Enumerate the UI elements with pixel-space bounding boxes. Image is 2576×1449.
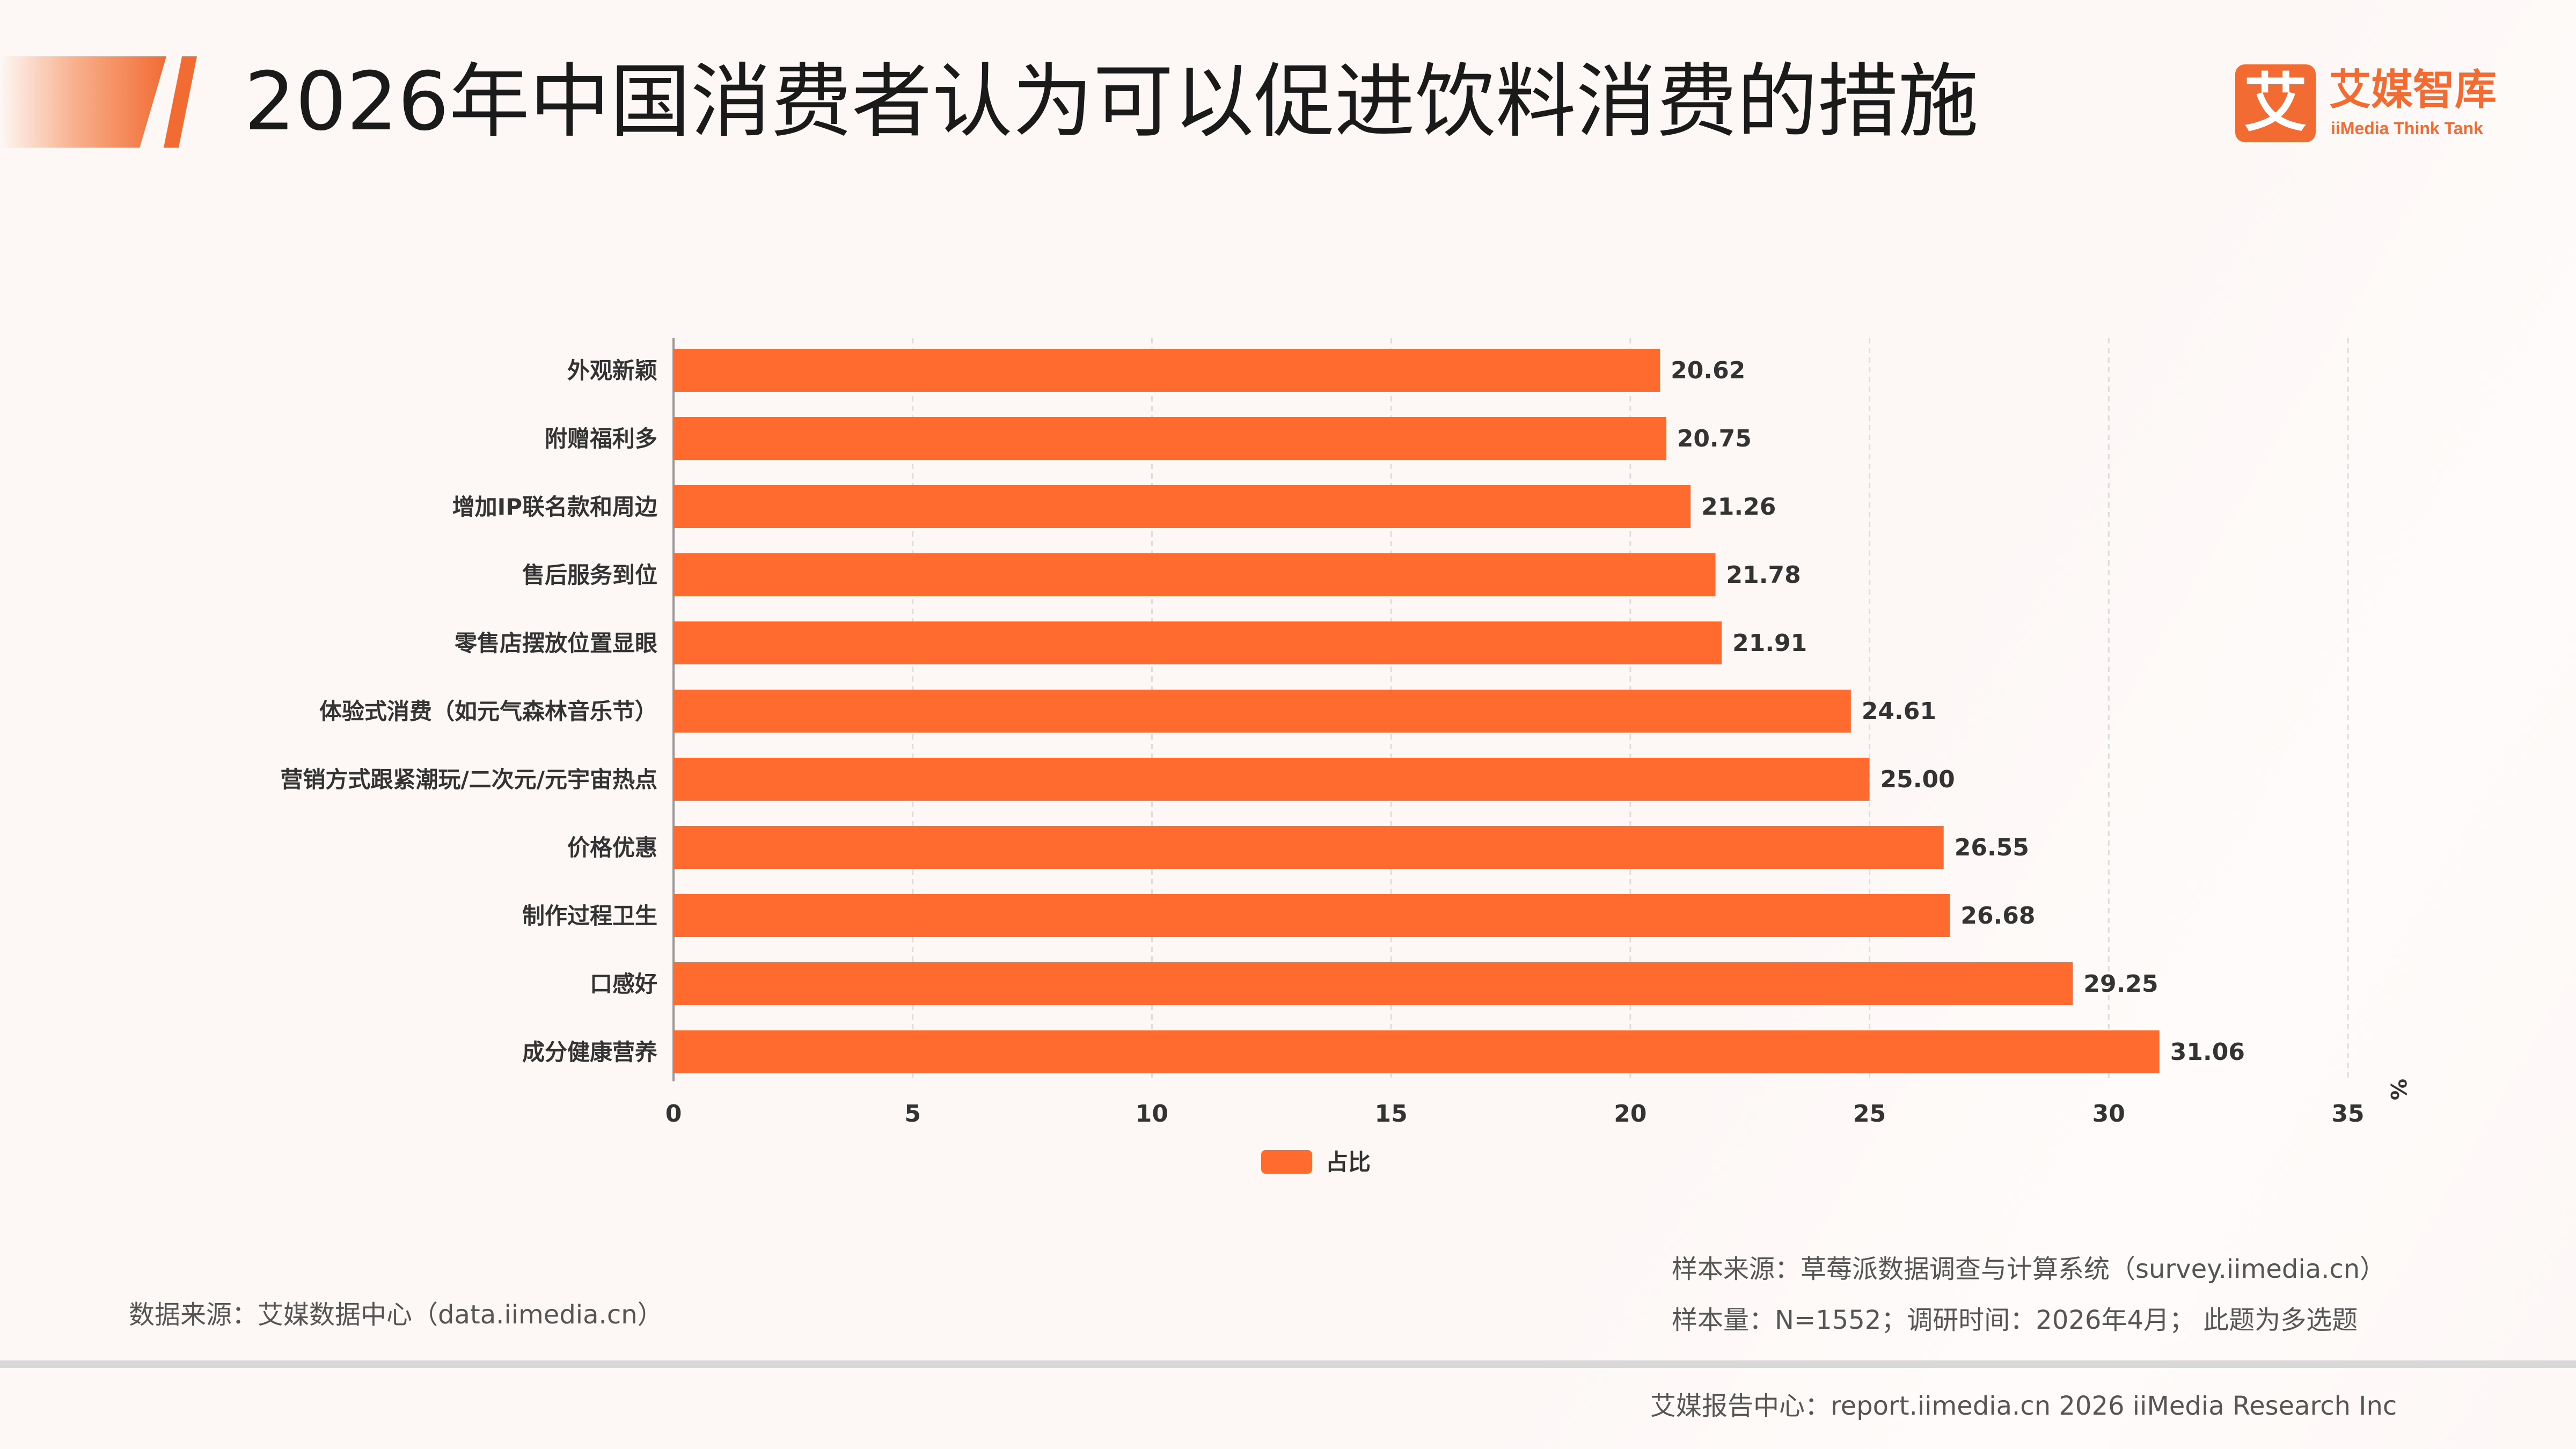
category-label: 成分健康营养 [522, 1039, 657, 1065]
x-tick-label: 20 [1614, 1100, 1646, 1128]
legend-label: 占比 [1326, 1149, 1371, 1175]
data-label: 21.91 [1732, 630, 1807, 657]
x-tick-label: 15 [1375, 1100, 1408, 1128]
category-label: 价格优惠 [567, 835, 657, 861]
data-label: 25.00 [1880, 766, 1955, 793]
title-accent-bar [0, 56, 166, 148]
legend-swatch [1261, 1150, 1312, 1174]
data-label: 26.55 [1955, 834, 2029, 861]
data-source-note: 数据来源：艾媒数据中心（data.iimedia.cn） [129, 1300, 663, 1330]
bar [674, 690, 1851, 733]
x-tick-label: 10 [1136, 1100, 1168, 1128]
data-label: 21.78 [1726, 561, 1801, 589]
category-label: 外观新颖 [567, 357, 657, 384]
logo-chinese-text: 艾媒智库 [2329, 66, 2497, 114]
unit-label: % [2385, 1079, 2410, 1100]
x-tick-label: 25 [1853, 1100, 1886, 1128]
category-label: 附赠福利多 [545, 426, 657, 452]
category-label: 营销方式跟紧潮玩/二次元/元宇宙热点 [280, 766, 657, 793]
data-label: 21.26 [1701, 493, 1776, 521]
iimedia-logo: 艾 艾媒智库 iiMedia Think Tank [2235, 64, 2525, 145]
x-tick-label: 5 [904, 1100, 921, 1128]
bar [674, 621, 1722, 664]
bar [674, 1030, 2160, 1073]
data-label: 26.68 [1960, 902, 2035, 930]
bar [674, 349, 1660, 392]
x-tick-label: 35 [2331, 1100, 2364, 1128]
bar [674, 894, 1950, 937]
bar [674, 485, 1691, 528]
data-label: 29.25 [2083, 970, 2158, 998]
x-tick-label: 30 [2092, 1100, 2125, 1128]
data-label: 20.62 [1671, 357, 1745, 384]
bar [674, 417, 1666, 460]
footer-divider [0, 1360, 2576, 1368]
bar [674, 962, 2073, 1005]
bar [674, 826, 1944, 869]
bar [674, 553, 1716, 596]
category-label: 增加IP联名款和周边 [452, 494, 658, 520]
sample-source-note: 样本来源：草莓派数据调查与计算系统（survey.iimedia.cn） [1672, 1254, 2386, 1284]
x-tick-label: 0 [665, 1100, 682, 1128]
data-label: 24.61 [1862, 698, 1936, 725]
data-label: 31.06 [2170, 1038, 2245, 1066]
category-label: 体验式消费（如元气森林音乐节） [319, 698, 657, 724]
data-label: 20.75 [1677, 425, 1752, 452]
category-label: 售后服务到位 [522, 562, 657, 588]
report-center-note: 艾媒报告中心：report.iimedia.cn 2026 iiMedia Re… [1650, 1391, 2397, 1421]
logo-mark-icon: 艾 [2235, 64, 2316, 142]
logo-english-text: iiMedia Think Tank [2331, 119, 2483, 138]
bar-chart: 20.62 外观新颖 20.75 附赠福利多 21.26 增加IP联名款和周边 21.78 售… [280, 338, 2410, 1175]
category-label: 零售店摆放位置显眼 [455, 630, 657, 656]
category-label: 制作过程卫生 [522, 903, 657, 929]
bar [674, 758, 1870, 801]
page-title: 2026年中国消费者认为可以促进饮料消费的措施 [244, 55, 1979, 149]
category-label: 口感好 [590, 971, 657, 997]
sample-size-note: 样本量：N=1552；调研时间：2026年4月； 此题为多选题 [1672, 1305, 2358, 1335]
